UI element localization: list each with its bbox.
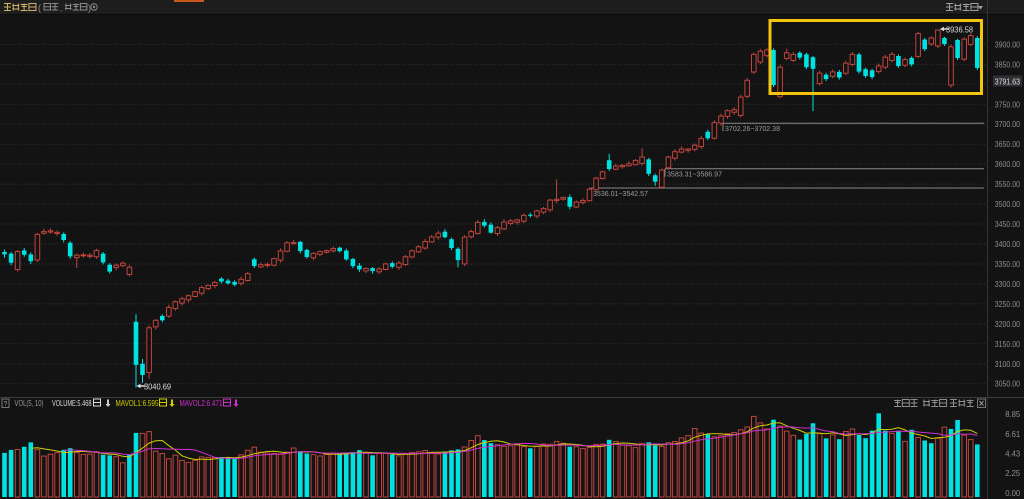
svg-text:2.25: 2.25 <box>1005 469 1021 478</box>
svg-text:8.85: 8.85 <box>1005 410 1021 419</box>
svg-text:3700.00: 3700.00 <box>995 120 1021 129</box>
svg-text:6.61: 6.61 <box>1005 430 1021 439</box>
svg-text:MAVOL2:6.471: MAVOL2:6.471 <box>180 399 223 408</box>
svg-text:3583.31~3586.97: 3583.31~3586.97 <box>667 170 722 179</box>
svg-text:3702.26~3702.38: 3702.26~3702.38 <box>725 124 780 133</box>
svg-text:3250.00: 3250.00 <box>995 300 1021 309</box>
svg-text:3750.00: 3750.00 <box>995 100 1021 109</box>
svg-text:3600.00: 3600.00 <box>995 160 1021 169</box>
svg-text:3040.69: 3040.69 <box>144 383 172 392</box>
svg-text:3650.00: 3650.00 <box>995 140 1021 149</box>
svg-text:VOLUME:5.468: VOLUME:5.468 <box>52 399 92 408</box>
svg-text:3300.00: 3300.00 <box>995 280 1021 289</box>
svg-text:,: , <box>60 4 62 13</box>
svg-text:3150.00: 3150.00 <box>995 340 1021 349</box>
svg-text:3200.00: 3200.00 <box>995 320 1021 329</box>
svg-text:3450.00: 3450.00 <box>995 220 1021 229</box>
svg-text:3500.00: 3500.00 <box>995 200 1021 209</box>
svg-text:3350.00: 3350.00 <box>995 260 1021 269</box>
svg-text:3936.58: 3936.58 <box>946 26 974 35</box>
svg-text:3850.00: 3850.00 <box>995 60 1021 69</box>
svg-text:3536.01~3542.57: 3536.01~3542.57 <box>593 189 648 198</box>
svg-text:VOL(5, 10): VOL(5, 10) <box>15 399 44 408</box>
svg-text:0.00: 0.00 <box>1005 489 1021 498</box>
svg-text:): ) <box>88 3 91 13</box>
svg-text:(: ( <box>38 3 41 13</box>
svg-text:?: ? <box>4 401 8 408</box>
svg-text:3400.00: 3400.00 <box>995 240 1021 249</box>
svg-text:4.43: 4.43 <box>1005 450 1021 459</box>
svg-text:3100.00: 3100.00 <box>995 360 1021 369</box>
svg-text:MAVOL1:6.595: MAVOL1:6.595 <box>116 399 159 408</box>
svg-text:3050.00: 3050.00 <box>995 380 1021 389</box>
svg-text:3550.00: 3550.00 <box>995 180 1021 189</box>
svg-text:3900.00: 3900.00 <box>995 40 1021 49</box>
svg-text:3791.63: 3791.63 <box>995 78 1021 87</box>
